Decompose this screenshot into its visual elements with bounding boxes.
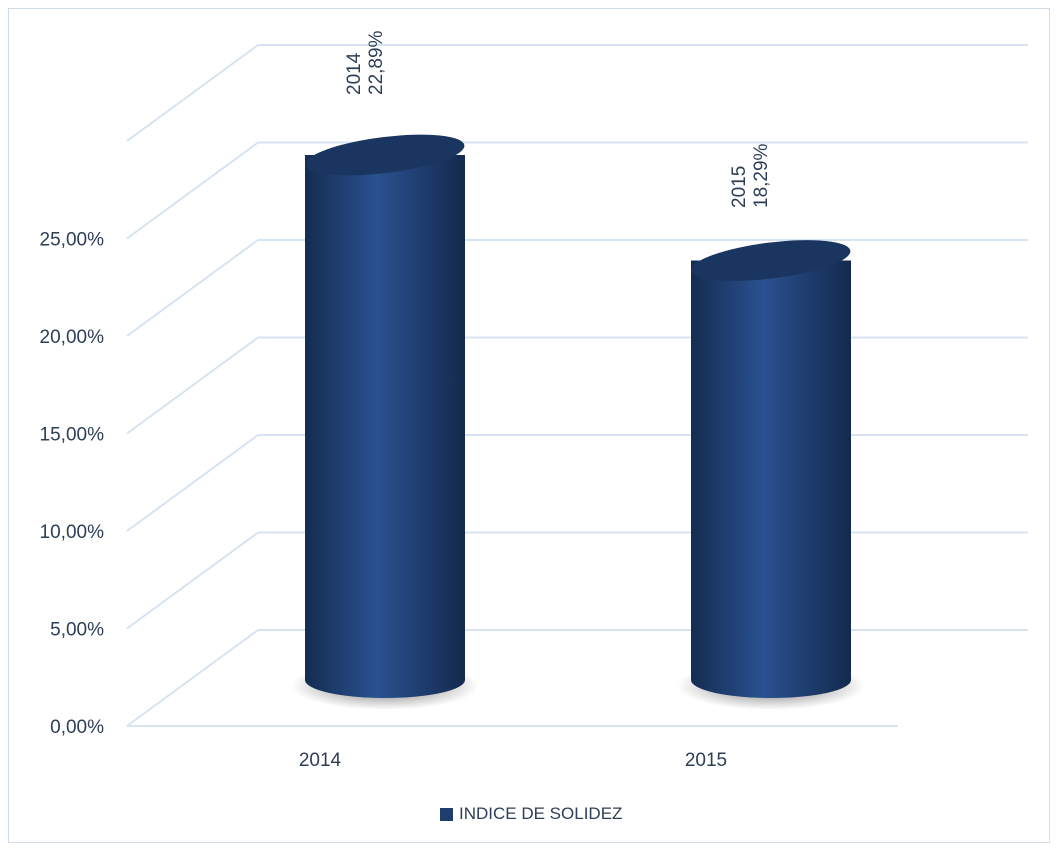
bars-layer: 201422,89% 201518,29% [291,30,865,710]
data-label-category: 2014 [344,52,365,95]
gridline-side [126,239,259,337]
legend-label: INDICE DE SOLIDEZ [459,804,623,823]
legend: INDICE DE SOLIDEZ [440,804,622,824]
data-label: 201518,29% [729,143,772,208]
gridline-side [126,336,259,435]
gridline-side [126,531,259,630]
gridline-side [126,141,259,240]
grid-layer [126,44,1028,727]
y-tick-label: 15,00% [40,425,105,446]
data-label-category: 2015 [729,166,750,208]
bar-2014 [291,134,479,710]
y-axis-ticks: 0,00% 5,00% 10,00% 15,00% 20,00% 25,00% [40,230,105,739]
y-tick-label: 10,00% [40,522,105,543]
x-axis-ticks: 2014 2015 [299,750,727,771]
data-label: 201422,89% [344,30,387,95]
chart-frame [8,8,1050,843]
bar-top [305,134,465,176]
gridline-side [126,629,259,727]
y-tick-label: 25,00% [40,230,105,251]
legend-swatch [440,807,453,821]
bar-body [305,155,465,698]
bar-2015 [677,240,865,710]
x-tick-label: 2014 [299,750,342,771]
gridline-side [126,434,259,532]
data-label-value: 22,89% [366,30,387,95]
y-tick-label: 20,00% [40,327,105,348]
x-tick-label: 2015 [685,750,727,771]
bar-body [691,260,851,698]
data-label-value: 18,29% [751,143,772,208]
bar-top [691,240,851,281]
y-tick-label: 5,00% [50,620,104,641]
gridline-side [126,44,259,142]
y-tick-label: 0,00% [50,717,104,738]
